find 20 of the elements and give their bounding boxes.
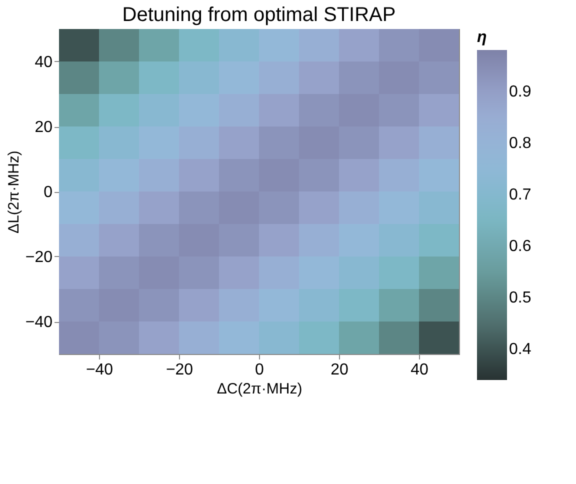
color-bar-label: 0.6: [509, 238, 532, 255]
color-bar-title: η: [477, 29, 487, 46]
y-tick-label: −20: [25, 249, 53, 266]
y-tick-label: 0: [44, 184, 53, 201]
y-tick-label: 20: [34, 119, 53, 136]
chart-title: Detuning from optimal STIRAP: [122, 4, 396, 26]
x-tick-label: 20: [330, 362, 348, 378]
x-tick-label: −40: [86, 362, 114, 378]
color-bar-label: 0.4: [509, 341, 532, 358]
x-axis-title: ΔC(2π·MHz): [216, 380, 302, 398]
color-bar-label: 0.8: [509, 134, 532, 152]
color-bar-label: 0.7: [509, 186, 532, 204]
color-bar-label: 0.5: [509, 290, 532, 306]
x-tick-label: −20: [166, 362, 194, 378]
color-bar-label: 0.9: [509, 83, 532, 100]
y-tick-label: −40: [25, 314, 53, 331]
y-tick-label: 40: [34, 54, 53, 71]
y-axis-title: ΔL(2π·MHz): [5, 150, 22, 234]
x-tick-label: 40: [410, 362, 428, 378]
x-tick-label: 0: [255, 362, 264, 378]
